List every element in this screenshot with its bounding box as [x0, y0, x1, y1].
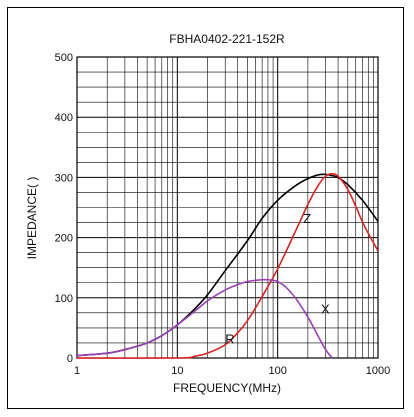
series-annotations: Z R X: [225, 211, 330, 346]
y-tick-label: 300: [55, 172, 73, 184]
y-axis-label: IMPEDANCE( ): [25, 177, 39, 260]
plot-area-border: [76, 56, 379, 359]
y-tick-label: 400: [55, 112, 73, 124]
y-tick-label: 500: [55, 52, 73, 64]
y-tick-label: 0: [67, 353, 73, 365]
series-line-z: [76, 173, 379, 357]
y-tick-label: 200: [55, 233, 73, 245]
series-line-x: [76, 278, 333, 359]
x-tick-label: 10: [171, 365, 183, 377]
series-group: [76, 172, 379, 359]
x-tick-label: 1000: [366, 365, 390, 377]
axis-ticks: 0 100 200 300 400 500 1 10 100 1000: [55, 52, 391, 377]
grid: [77, 57, 378, 358]
series-label-r: R: [225, 332, 234, 347]
x-tick-label: 100: [268, 365, 286, 377]
series-label-z: Z: [303, 211, 311, 226]
series-line-r: [76, 172, 379, 359]
x-tick-label: 1: [74, 365, 80, 377]
x-axis-label: FREQUENCY(MHz): [173, 381, 281, 395]
y-tick-label: 100: [55, 293, 73, 305]
series-label-x: X: [321, 301, 330, 316]
chart-title: FBHA0402-221-152R: [169, 32, 285, 46]
